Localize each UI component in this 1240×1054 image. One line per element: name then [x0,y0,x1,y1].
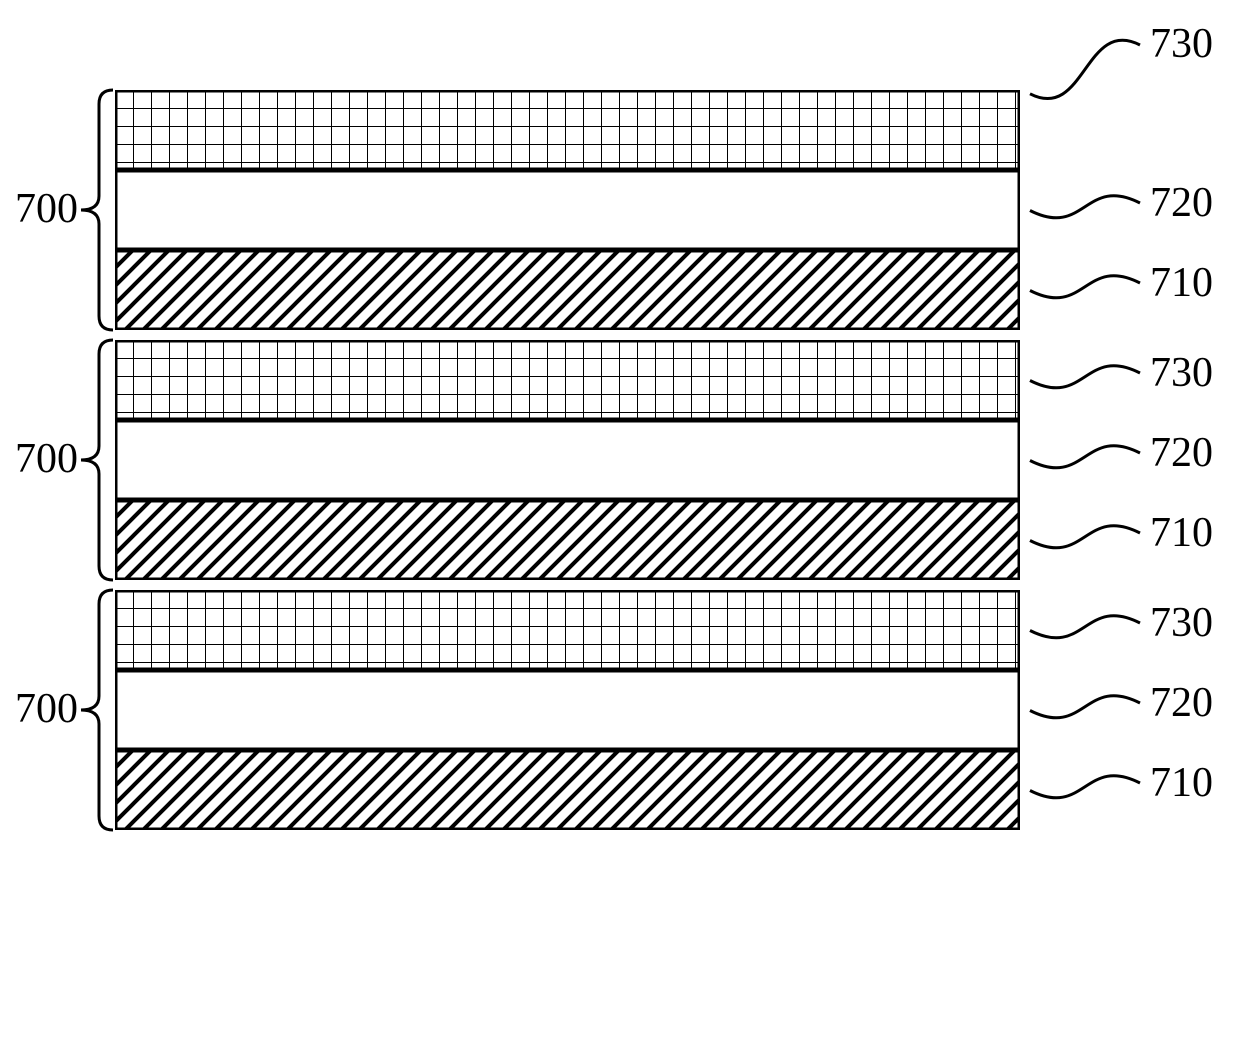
layer-grid-g0 [115,90,1020,170]
group-label-0: 700 [15,185,78,233]
diagram-stage: 700 700 700 730 720 710 730 720 710 730 720 710 [0,0,1240,1054]
lead-6 [1025,590,1145,664]
layer-label-1: 720 [1150,179,1213,227]
layer-label-5: 710 [1150,509,1213,557]
layer-label-2: 710 [1150,259,1213,307]
layer-diag-g1 [115,500,1020,580]
lead-1 [1025,170,1145,244]
lead-top [1025,12,1145,127]
layer-label-8: 710 [1150,759,1213,807]
layer-diag-g2 [115,750,1020,830]
layer-diag-g0 [115,250,1020,330]
lead-2 [1025,250,1145,324]
brace-group-1 [81,340,113,580]
lead-5 [1025,500,1145,574]
layer-grid-g2 [115,590,1020,670]
lead-3 [1025,340,1145,414]
layer-label-3: 730 [1150,349,1213,397]
lead-8 [1025,750,1145,824]
layer-blank-g2 [115,670,1020,750]
layer-label-6: 730 [1150,599,1213,647]
group-label-1: 700 [15,435,78,483]
group-label-2: 700 [15,685,78,733]
layer-label-4: 720 [1150,429,1213,477]
layer-grid-g1 [115,340,1020,420]
layer-blank-g1 [115,420,1020,500]
layer-label-7: 720 [1150,679,1213,727]
lead-4 [1025,420,1145,494]
brace-group-0 [81,90,113,330]
brace-group-2 [81,590,113,830]
layer-blank-g0 [115,170,1020,250]
layer-label-top: 730 [1150,20,1213,68]
lead-7 [1025,670,1145,744]
